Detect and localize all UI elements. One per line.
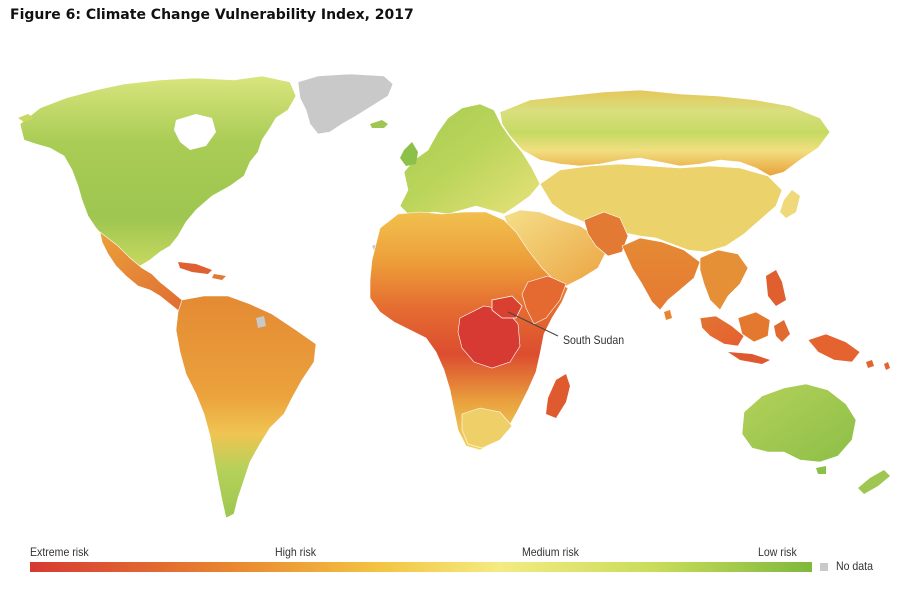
south-america-region xyxy=(175,295,317,519)
madagascar-region xyxy=(546,374,570,418)
french-guiana-region xyxy=(256,316,266,328)
legend-label-low: Low risk xyxy=(758,545,797,559)
legend-label-extreme: Extreme risk xyxy=(30,545,89,559)
philippines-region xyxy=(766,270,786,306)
afghan-pakistan-region xyxy=(583,211,629,257)
pacific-islands xyxy=(866,360,874,368)
legend-color-scale xyxy=(30,562,812,572)
southeast-asia-region xyxy=(699,249,749,311)
greenland-region xyxy=(297,73,394,135)
southern-africa-region xyxy=(461,407,513,449)
pacific-islands-2 xyxy=(884,362,890,370)
figure-title: Figure 6: Climate Change Vulnerability I… xyxy=(10,7,414,23)
south-sudan-label: South Sudan xyxy=(563,333,625,347)
borneo-region xyxy=(737,311,771,343)
north-america-region xyxy=(19,75,297,267)
legend-label-medium: Medium risk xyxy=(522,545,579,559)
annotation-leader-line xyxy=(507,311,559,337)
horn-of-africa-region xyxy=(521,275,567,325)
iceland-region xyxy=(370,120,388,128)
no-data-label: No data xyxy=(836,559,873,573)
legend-label-high: High risk xyxy=(275,545,317,559)
new-guinea-region xyxy=(807,333,861,363)
no-data-swatch xyxy=(820,563,828,571)
russia-region xyxy=(499,89,831,177)
caribbean-islands-east xyxy=(212,274,226,280)
indonesia-region xyxy=(699,315,745,347)
caribbean-islands xyxy=(178,262,212,274)
aleutian-islands xyxy=(18,114,34,122)
tasmania-region xyxy=(816,466,826,474)
hudson-bay xyxy=(174,114,216,150)
sri-lanka-region xyxy=(664,310,672,320)
japan-region xyxy=(780,190,800,218)
uk-region xyxy=(400,142,418,166)
south-sudan-region xyxy=(491,295,523,319)
australia-region xyxy=(741,383,857,463)
south-asia-region xyxy=(621,237,701,311)
new-zealand-region xyxy=(858,470,890,494)
sulawesi-region xyxy=(774,320,790,342)
java-region xyxy=(728,352,770,364)
